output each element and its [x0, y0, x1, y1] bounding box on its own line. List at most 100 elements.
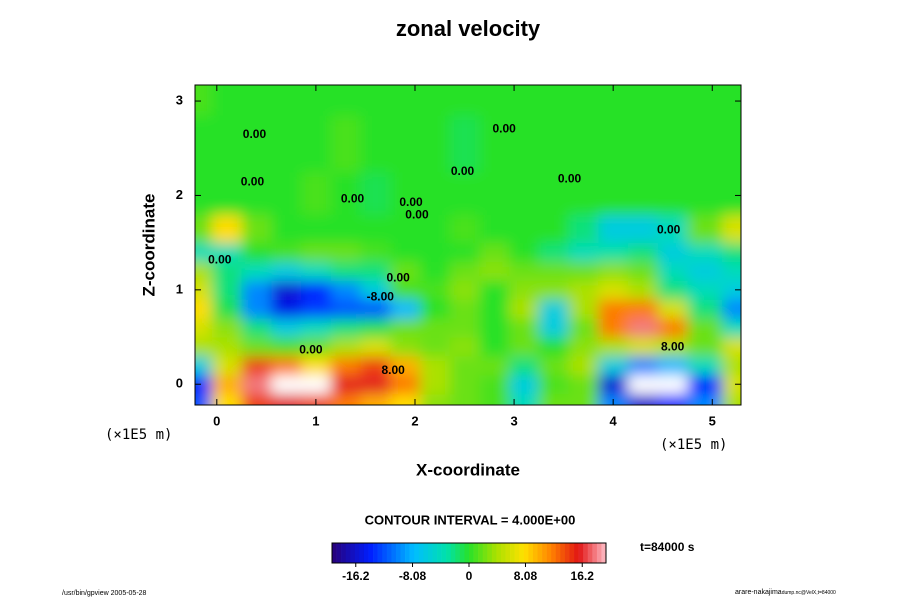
field-cell [390, 171, 421, 215]
colorbar-swatch [578, 543, 584, 563]
colorbar-swatch [601, 543, 607, 563]
field-cell [211, 242, 243, 263]
field-cell [538, 374, 570, 395]
field-cell [449, 299, 480, 319]
field-cell [330, 171, 361, 215]
field-cell [419, 355, 451, 376]
field-cell [241, 280, 272, 300]
field-cell [271, 355, 302, 376]
field-cell [509, 374, 540, 395]
colorbar-swatch [587, 543, 593, 563]
field-cell [419, 171, 451, 215]
plot-frame [194, 84, 742, 406]
field-cell [241, 171, 272, 215]
field-cell [390, 374, 421, 395]
field-cell [449, 280, 480, 300]
field-cell [360, 261, 391, 281]
field-cell [195, 171, 213, 215]
colorbar-swatch [400, 543, 406, 563]
field-cell [271, 280, 302, 300]
colorbar-swatch [464, 543, 470, 563]
field-cell [330, 355, 361, 376]
field-cell [195, 115, 213, 173]
field-cell [509, 280, 540, 300]
field-cell [687, 374, 723, 395]
field-cell [241, 374, 272, 395]
field-cell [568, 242, 599, 263]
field-cell [419, 214, 451, 244]
contour-label: 0.00 [386, 271, 410, 285]
contour-label: 0.00 [341, 191, 365, 205]
field-cell [657, 85, 688, 116]
field-cell [509, 355, 540, 376]
field-cell [419, 337, 451, 357]
field-cell [211, 337, 243, 357]
field-cell [330, 318, 361, 338]
field-cell [211, 261, 243, 281]
field-cell [211, 318, 243, 338]
colorbar-tick-label: -16.2 [342, 569, 370, 583]
field-cell [301, 242, 332, 263]
field-cell [449, 242, 480, 263]
field-cell [479, 214, 510, 244]
field-cell [449, 374, 480, 395]
field-cell [271, 115, 302, 173]
field-cell [722, 374, 741, 395]
colorbar-swatch [368, 543, 374, 563]
field-cell [241, 115, 272, 173]
field-cell [271, 393, 302, 405]
field-cell [241, 393, 272, 405]
field-cell [449, 337, 480, 357]
field-cell [211, 280, 243, 300]
field-cell [628, 280, 659, 300]
field-cell [628, 374, 659, 395]
field-cell [301, 261, 332, 281]
field-cell [628, 261, 659, 281]
field-cell [419, 115, 451, 173]
field-cell [301, 355, 332, 376]
field-cell [211, 171, 243, 215]
field-cell [479, 318, 510, 338]
contour-label: 0.00 [399, 195, 423, 209]
field-cell [628, 393, 659, 405]
field-cell [722, 85, 741, 116]
colorbar-swatch [583, 543, 589, 563]
field-cell [628, 171, 659, 215]
field-cell [271, 299, 302, 319]
field-cell [479, 355, 510, 376]
colorbar-swatch [537, 543, 543, 563]
field-cell [509, 393, 540, 405]
field-cell [538, 242, 570, 263]
field-cell [330, 242, 361, 263]
field-cell [722, 214, 741, 244]
field-cell [479, 242, 510, 263]
field-cell [479, 374, 510, 395]
colorbar-swatch [336, 543, 342, 563]
field-cell [360, 393, 391, 405]
field-cell [419, 261, 451, 281]
colorbar-swatch [592, 543, 598, 563]
contour-label: 0.00 [243, 127, 267, 141]
colorbar-swatch [574, 543, 579, 563]
field-cell [722, 318, 741, 338]
field-cell [419, 299, 451, 319]
field-cell [449, 171, 480, 215]
colorbar-swatch [432, 543, 438, 563]
field-cell [509, 115, 540, 173]
colorbar-swatch [418, 543, 424, 563]
field-cell [568, 393, 599, 405]
field-cell [390, 214, 421, 244]
field-cell [722, 337, 741, 357]
field-cell [598, 115, 629, 173]
colorbar-swatch [514, 543, 520, 563]
field-cell [509, 299, 540, 319]
field-cell [360, 171, 391, 215]
field-cell [195, 85, 213, 116]
field-cell [195, 374, 213, 395]
field-cell [271, 337, 302, 357]
contour-label: 0.00 [451, 164, 475, 178]
colorbar-swatch [560, 543, 566, 563]
x-tick-label: 5 [709, 413, 716, 428]
colorbar-swatch [341, 543, 346, 563]
